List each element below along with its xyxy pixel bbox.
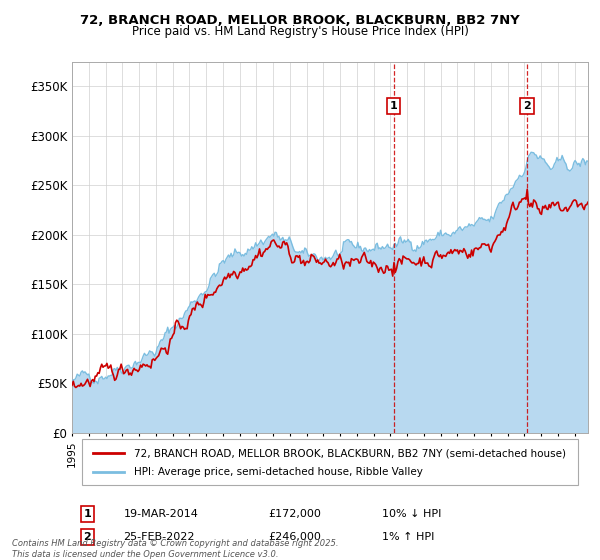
Text: 1: 1 [83,509,91,519]
Text: £246,000: £246,000 [268,532,321,542]
Text: 2: 2 [83,532,91,542]
Text: Price paid vs. HM Land Registry's House Price Index (HPI): Price paid vs. HM Land Registry's House … [131,25,469,38]
Text: 1% ↑ HPI: 1% ↑ HPI [382,532,434,542]
Text: 1: 1 [390,101,398,111]
Text: £172,000: £172,000 [268,509,321,519]
Text: 19-MAR-2014: 19-MAR-2014 [124,509,199,519]
Text: 10% ↓ HPI: 10% ↓ HPI [382,509,441,519]
Text: 25-FEB-2022: 25-FEB-2022 [124,532,195,542]
Text: 72, BRANCH ROAD, MELLOR BROOK, BLACKBURN, BB2 7NY: 72, BRANCH ROAD, MELLOR BROOK, BLACKBURN… [80,14,520,27]
Text: 72, BRANCH ROAD, MELLOR BROOK, BLACKBURN, BB2 7NY (semi-detached house): 72, BRANCH ROAD, MELLOR BROOK, BLACKBURN… [134,449,566,459]
Text: HPI: Average price, semi-detached house, Ribble Valley: HPI: Average price, semi-detached house,… [134,467,423,477]
Text: 2: 2 [523,101,531,111]
FancyBboxPatch shape [82,438,578,485]
Text: Contains HM Land Registry data © Crown copyright and database right 2025.
This d: Contains HM Land Registry data © Crown c… [12,539,338,559]
